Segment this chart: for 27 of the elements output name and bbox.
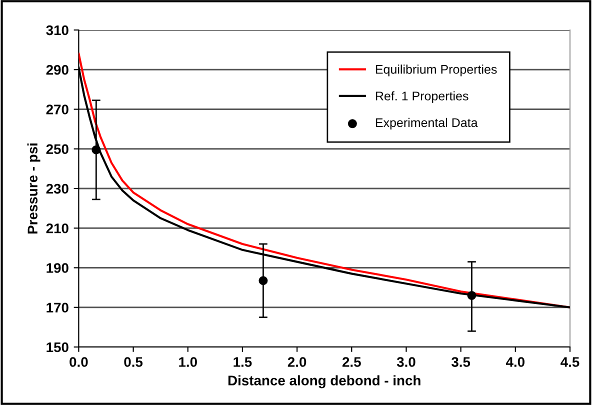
y-tick-label: 310 bbox=[46, 25, 68, 36]
point bbox=[258, 276, 268, 286]
legend-label: Ref. 1 Properties bbox=[376, 91, 468, 103]
x-tick-label: 2.0 bbox=[288, 357, 306, 367]
x-tick-label: 3.0 bbox=[396, 357, 416, 367]
y-tick-label: 150 bbox=[46, 342, 68, 352]
y-tick-label: 230 bbox=[46, 184, 68, 194]
x-tick-label: 2.5 bbox=[342, 357, 361, 367]
legend-label: Equilibrium Properties bbox=[376, 64, 497, 76]
x-tick-label: 4.5 bbox=[560, 357, 580, 367]
point bbox=[92, 145, 101, 154]
y-tick-label: 170 bbox=[46, 302, 68, 313]
y-tick-label: 270 bbox=[46, 104, 68, 114]
x-tick-label: 0.0 bbox=[70, 357, 88, 367]
x-tick-label: 1.5 bbox=[234, 357, 252, 367]
x-tick-label: 4.0 bbox=[506, 357, 524, 367]
x-tick-label: 0.5 bbox=[124, 357, 143, 367]
y-tick-label: 210 bbox=[46, 223, 68, 234]
y-tick-label: 290 bbox=[46, 64, 68, 75]
y-tick-label: 190 bbox=[46, 263, 68, 273]
legend-label: Experimental Data bbox=[376, 118, 478, 130]
y-tick-label: 250 bbox=[46, 144, 68, 154]
y-axis-title: Pressure - psi bbox=[27, 144, 40, 234]
point bbox=[467, 290, 476, 300]
x-tick-label: 1.0 bbox=[179, 357, 197, 367]
x-tick-label: 3.5 bbox=[451, 357, 470, 367]
x-axis-title: Distance along debond - inch bbox=[228, 375, 420, 388]
